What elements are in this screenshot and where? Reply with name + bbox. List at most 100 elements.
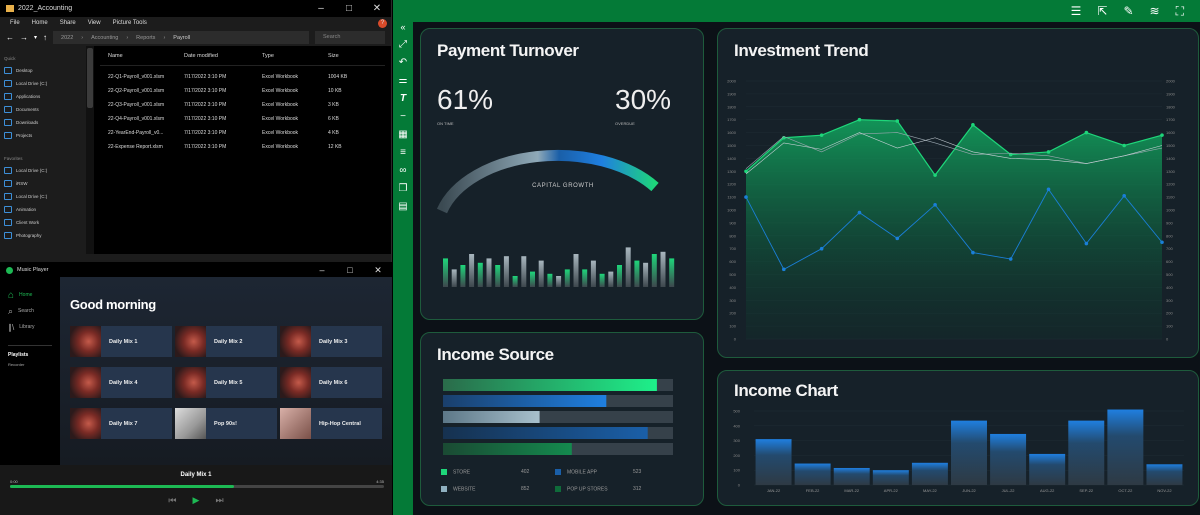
screenshot-icon[interactable]: ⛶ xyxy=(1175,3,1184,18)
maximize-icon[interactable]: □ xyxy=(345,3,353,14)
library-icon: ∥\ xyxy=(8,322,15,332)
mix-tile[interactable]: Hip-Hop Central xyxy=(280,408,382,439)
maximize-icon[interactable]: □ xyxy=(347,265,353,275)
next-icon[interactable]: ⏭ xyxy=(215,495,224,505)
y-tick-label-right: 1400 xyxy=(1166,156,1176,161)
menu-share[interactable]: Share xyxy=(59,20,76,26)
export-icon[interactable]: ⇱ xyxy=(1097,4,1108,18)
collapse-icon[interactable]: « xyxy=(400,22,406,32)
minus-icon[interactable]: − xyxy=(400,111,406,122)
y-tick-label-right: 300 xyxy=(1166,298,1173,303)
expand-icon[interactable]: ⤢ xyxy=(399,39,407,50)
mix-title: Daily Mix 2 xyxy=(214,338,243,345)
layers-icon[interactable]: ≋ xyxy=(1149,4,1160,18)
data-point xyxy=(1046,187,1051,192)
close-icon[interactable]: ✕ xyxy=(374,264,382,275)
column-date-modified[interactable]: Date modified xyxy=(184,52,218,59)
sidebar-item-animation[interactable]: Animation xyxy=(4,203,82,216)
sidebar-item-local-drive[interactable]: Local Drive (C:) xyxy=(4,77,82,90)
nav-search[interactable]: ⌕ Search xyxy=(8,303,52,319)
help-icon[interactable]: ? xyxy=(378,18,387,28)
sidebar-item-local-drive-2[interactable]: Local Drive (C:) xyxy=(4,164,82,177)
sidebar-item-documents[interactable]: Documents xyxy=(4,103,82,116)
mini-bar xyxy=(521,256,527,287)
undo-icon[interactable]: ↶ xyxy=(398,57,408,68)
income-bar xyxy=(951,420,987,485)
breadcrumb-2022[interactable]: 2022 xyxy=(61,34,74,41)
search-input[interactable]: Search xyxy=(315,31,385,44)
breadcrumb-reports[interactable]: Reports xyxy=(136,34,156,41)
back-icon[interactable]: ← xyxy=(6,33,14,42)
data-point xyxy=(895,236,900,241)
explorer-title: 2022_Accounting xyxy=(18,5,73,12)
column-type[interactable]: Type xyxy=(262,52,274,59)
link-icon[interactable]: ∞ xyxy=(399,165,407,176)
breadcrumb-accounting[interactable]: Accounting xyxy=(91,34,119,41)
home-icon: ⌂ xyxy=(8,289,15,301)
sidebar-item-irsw[interactable]: iRSW xyxy=(4,177,82,190)
card-title: Income Source xyxy=(437,345,554,364)
close-icon[interactable]: ✕ xyxy=(372,3,382,14)
investment-line-chart: 0 0 100 100 200 200 300 300 400 400 500 500 600 600 70… xyxy=(727,79,1176,342)
minimize-icon[interactable]: – xyxy=(318,3,324,14)
recent-dropdown-icon[interactable]: ▾ xyxy=(34,35,38,41)
file-type: Excel Workbook xyxy=(262,116,299,122)
address-bar[interactable]: 2022 › Accounting › Reports › Payroll xyxy=(53,31,309,44)
file-row[interactable]: 22-Expense Report.xlsm 7/17/2022 3:10 PM E… xyxy=(100,140,385,154)
mix-tile[interactable]: Pop 90s! xyxy=(175,408,277,439)
mini-bar xyxy=(503,256,509,287)
up-icon[interactable]: ↑ xyxy=(43,33,48,42)
x-tick-label: JAN-22 xyxy=(767,488,781,493)
mix-tile[interactable]: Daily Mix 2 xyxy=(175,326,277,357)
minimize-icon[interactable]: – xyxy=(319,265,325,275)
file-row[interactable]: 22-Q3-Payroll_v001.xlsm 7/17/2022 3:10 PM… xyxy=(100,98,385,112)
data-point xyxy=(971,250,975,255)
windows-icon[interactable]: ❐ xyxy=(398,183,408,194)
grid-icon[interactable]: ▦ xyxy=(398,129,408,140)
playlist-item[interactable]: Recorder xyxy=(8,362,25,367)
sidebar-item-projects[interactable]: Projects xyxy=(4,129,82,142)
mix-title: Pop 90s! xyxy=(214,420,237,427)
mix-tile[interactable]: Daily Mix 1 xyxy=(70,326,172,357)
card-title: Payment Turnover xyxy=(437,41,579,60)
breadcrumb-payroll[interactable]: Payroll xyxy=(173,34,191,41)
file-row[interactable]: 22-Q4-Payroll_v001.xlsm 7/17/2022 3:10 PM… xyxy=(100,112,385,126)
filter-sliders-icon[interactable]: ☰ xyxy=(1070,4,1082,18)
mix-tile[interactable]: Daily Mix 6 xyxy=(280,367,382,398)
file-row[interactable]: 22-Q1-Payroll_v001.xlsm 7/17/2022 3:10 PM… xyxy=(100,70,385,84)
sliders-icon[interactable]: ⚌ xyxy=(398,75,408,86)
file-row[interactable]: 22-Q2-Payroll_v001.xlsm 7/17/2022 3:10 PM… xyxy=(100,84,385,98)
sidebar-scrollbar[interactable] xyxy=(86,46,94,254)
y-tick-label: 1400 xyxy=(727,156,737,161)
menu-file[interactable]: File xyxy=(10,20,20,26)
column-name[interactable]: Name xyxy=(108,52,123,59)
sidebar-item-client-work[interactable]: Client Work xyxy=(4,216,82,229)
sidebar-item-downloads[interactable]: Downloads xyxy=(4,116,82,129)
mix-title: Daily Mix 1 xyxy=(109,338,138,345)
list-icon[interactable]: ≡ xyxy=(400,147,406,158)
edit-pencil-icon[interactable]: ✎ xyxy=(1123,4,1134,18)
forward-icon[interactable]: → xyxy=(20,33,28,42)
sidebar-item-photography[interactable]: Photography xyxy=(4,229,82,242)
nav-library[interactable]: ∥\ Library xyxy=(8,319,52,335)
sidebar-item-applications[interactable]: Applications xyxy=(4,90,82,103)
mix-tile[interactable]: Daily Mix 4 xyxy=(70,367,172,398)
x-tick-label: MAR-22 xyxy=(844,488,859,493)
progress-slider[interactable] xyxy=(10,485,384,488)
legend-item: MOBILE APP 523 xyxy=(555,469,641,475)
column-size[interactable]: Size xyxy=(328,52,339,59)
nav-home[interactable]: ⌂ Home xyxy=(8,287,52,303)
clear-format-icon[interactable]: T xyxy=(399,93,407,104)
menu-home[interactable]: Home xyxy=(31,20,48,26)
previous-icon[interactable]: ⏮ xyxy=(168,495,177,505)
menu-picture-tools[interactable]: Picture Tools xyxy=(112,20,147,26)
document-icon[interactable]: ▤ xyxy=(398,201,408,212)
menu-view[interactable]: View xyxy=(87,20,101,26)
sidebar-item-desktop[interactable]: Desktop xyxy=(4,64,82,77)
play-icon[interactable]: ▶ xyxy=(192,495,200,505)
file-row[interactable]: 22-YearEnd-Payroll_v0... 7/17/2022 3:10 P… xyxy=(100,126,385,140)
sidebar-item-local-drive-3[interactable]: Local Drive (C:) xyxy=(4,190,82,203)
mix-tile[interactable]: Daily Mix 5 xyxy=(175,367,277,398)
mix-tile[interactable]: Daily Mix 3 xyxy=(280,326,382,357)
mix-tile[interactable]: Daily Mix 7 xyxy=(70,408,172,439)
